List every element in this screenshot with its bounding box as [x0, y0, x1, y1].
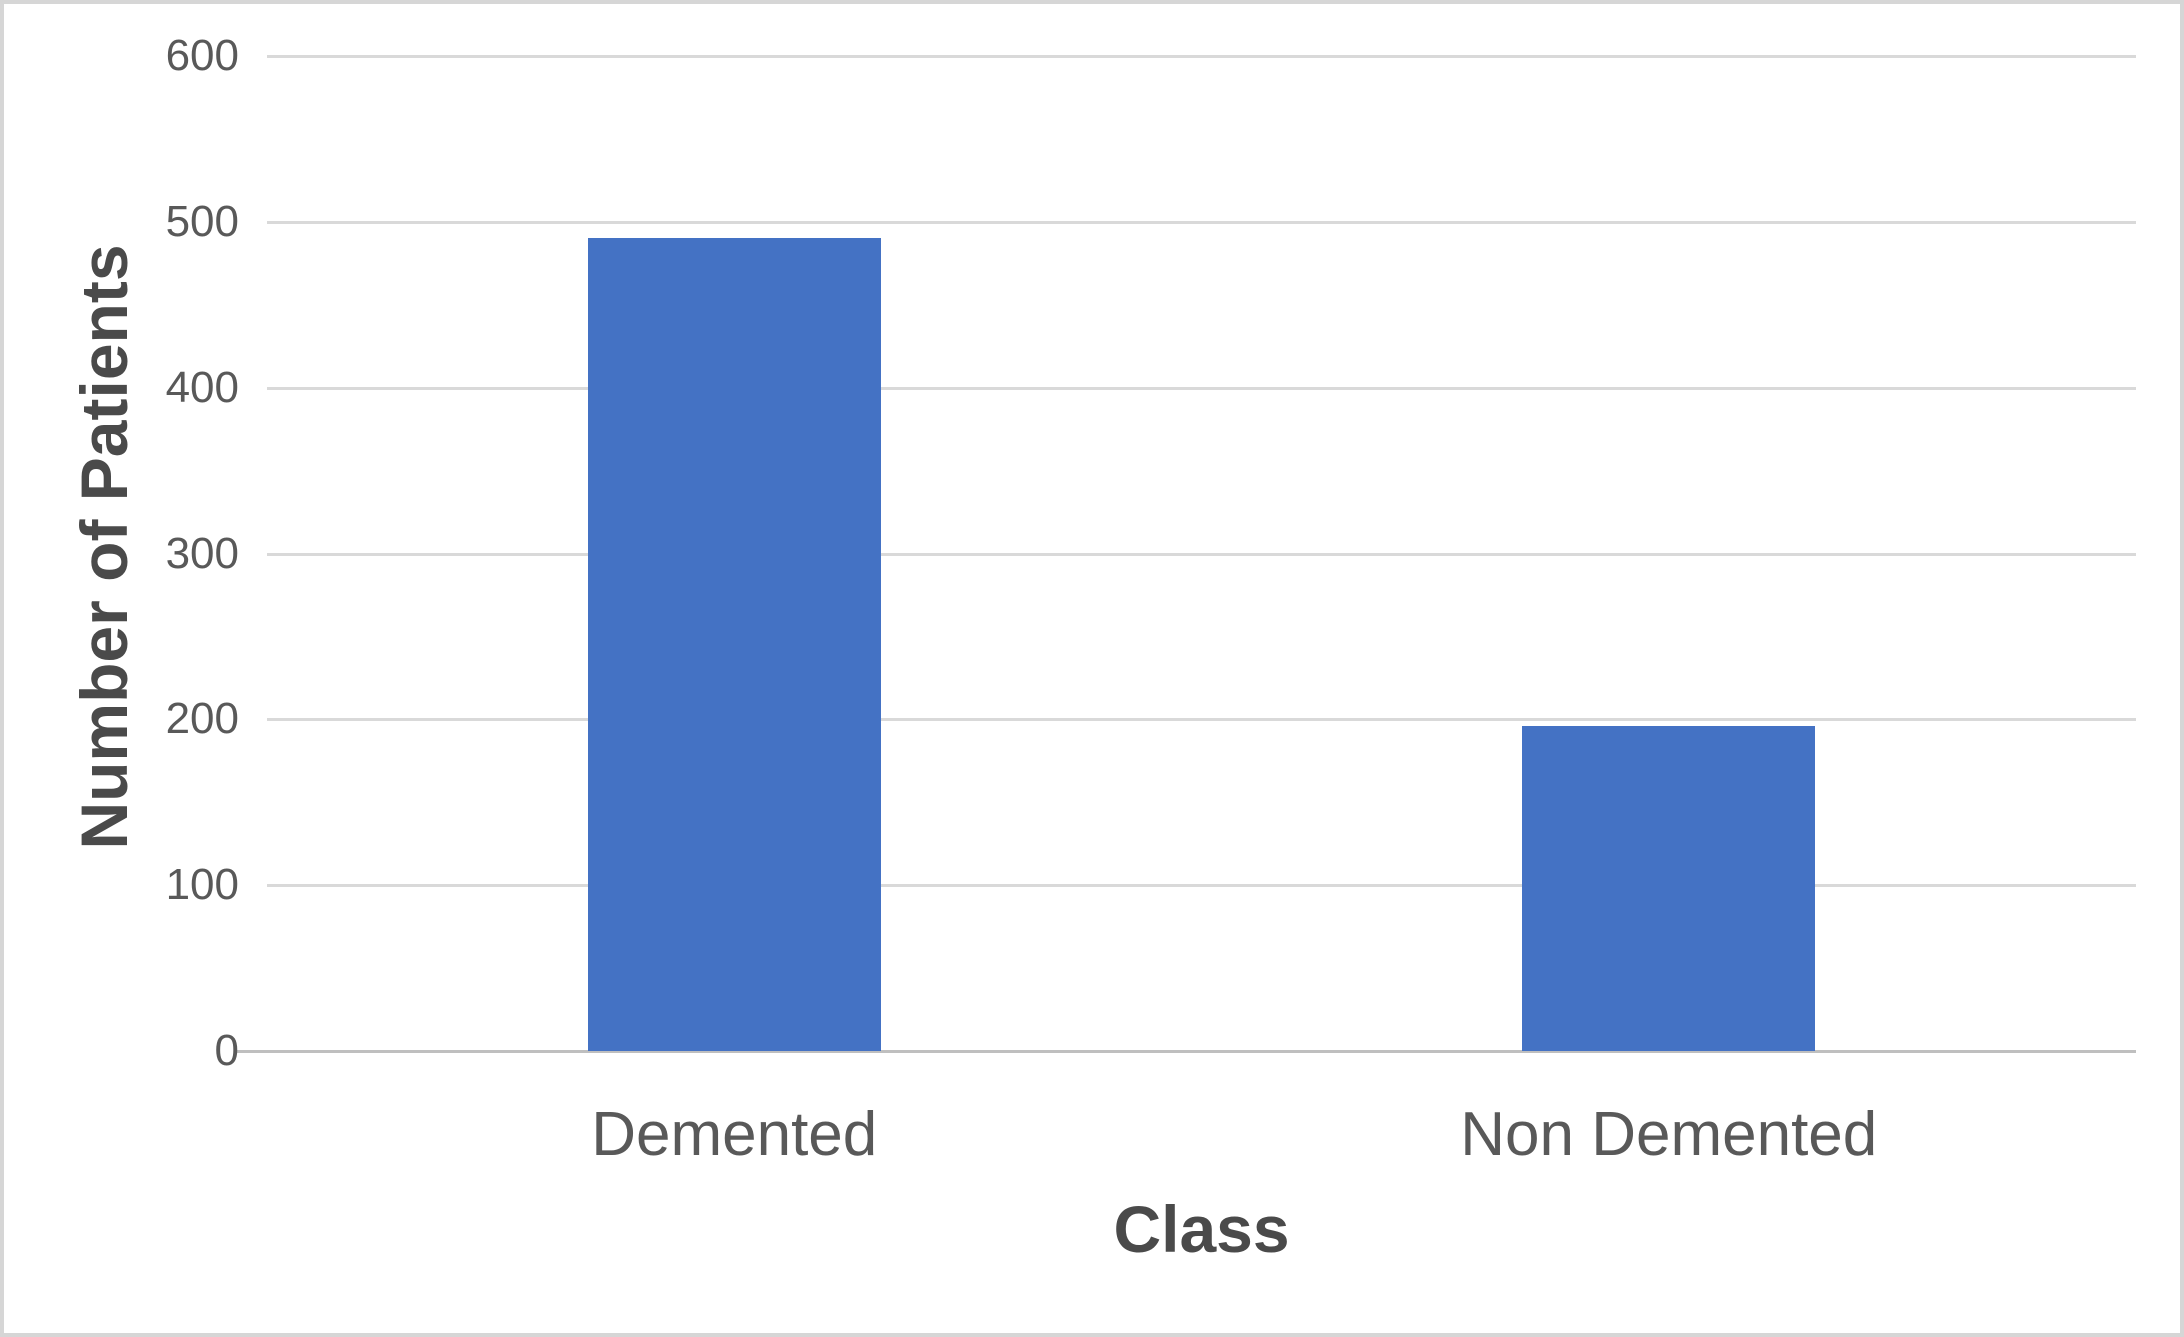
x-category-label-demented: Demented [591, 1100, 878, 1169]
y-tick-label-100: 100 [165, 860, 239, 910]
y-tick-label-500: 500 [165, 196, 239, 246]
y-tick-label-200: 200 [165, 694, 239, 744]
y-tick-label-300: 300 [165, 528, 239, 578]
y-tick-label-400: 400 [165, 362, 239, 412]
gridline-100 [267, 884, 2136, 888]
y-tick-label-0: 0 [214, 1026, 239, 1075]
x-axis-title: Class [1113, 1192, 1290, 1266]
gridline-300 [267, 552, 2136, 556]
y-tick-label-600: 600 [165, 31, 239, 80]
bar-non-demented [1522, 725, 1816, 1051]
gridline-500 [267, 220, 2136, 224]
bar-demented [587, 238, 881, 1051]
gridline-200 [267, 718, 2136, 722]
gridline-400 [267, 386, 2136, 390]
x-axis-line [237, 1050, 2136, 1053]
gridline-600 [267, 55, 2136, 58]
x-category-label-non-demented: Non Demented [1460, 1100, 1878, 1169]
